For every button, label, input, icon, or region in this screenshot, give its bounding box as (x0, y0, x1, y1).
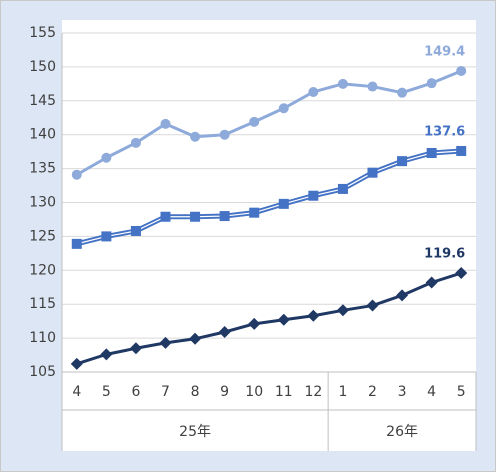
marker (219, 129, 230, 140)
value-label: 137.6 (424, 124, 465, 139)
marker (160, 118, 171, 129)
x-tick-label: 6 (131, 384, 140, 400)
group-label: 26年 (386, 424, 418, 440)
x-tick-label: 5 (457, 384, 466, 400)
marker (366, 299, 379, 312)
marker (425, 276, 438, 289)
marker (71, 238, 82, 249)
y-tick-label: 110 (29, 330, 56, 346)
marker (456, 145, 467, 156)
marker (277, 313, 290, 326)
marker (190, 211, 201, 222)
marker (278, 198, 289, 209)
marker (426, 148, 437, 159)
marker (190, 131, 201, 142)
x-tick-label: 1 (338, 384, 347, 400)
series-line (76, 69, 462, 177)
marker (308, 190, 319, 201)
x-tick-label: 12 (304, 384, 322, 400)
marker (219, 211, 230, 222)
x-tick-label: 8 (191, 384, 200, 400)
marker (397, 156, 408, 167)
marker (307, 309, 320, 322)
marker (396, 289, 409, 302)
value-label: 149.4 (424, 44, 465, 59)
y-tick-label: 130 (29, 195, 56, 211)
value-label: 119.6 (424, 247, 465, 262)
marker (278, 103, 289, 114)
marker (101, 231, 112, 242)
marker (308, 86, 319, 97)
marker (337, 183, 348, 194)
marker (101, 152, 112, 163)
x-tick-label: 11 (275, 384, 293, 400)
marker (70, 357, 83, 370)
y-tick-label: 105 (29, 364, 56, 380)
marker (455, 267, 468, 280)
y-tick-label: 150 (29, 59, 56, 75)
group-label: 25年 (179, 424, 211, 440)
marker (248, 317, 261, 330)
x-tick-label: 4 (72, 384, 81, 400)
marker (100, 348, 113, 361)
marker (337, 78, 348, 89)
y-tick-label: 140 (29, 127, 56, 143)
marker (367, 167, 378, 178)
x-tick-label: 9 (220, 384, 229, 400)
y-tick-label: 145 (29, 93, 56, 109)
marker (71, 169, 82, 180)
marker (160, 211, 171, 222)
x-tick-label: 3 (398, 384, 407, 400)
marker (397, 87, 408, 98)
x-tick-label: 2 (368, 384, 377, 400)
marker (129, 342, 142, 355)
marker (336, 304, 349, 317)
marker (130, 225, 141, 236)
x-tick-label: 4 (427, 384, 436, 400)
x-tick-label: 10 (245, 384, 263, 400)
marker (189, 332, 202, 345)
x-tick-label: 5 (102, 384, 111, 400)
marker (367, 81, 378, 92)
marker (426, 78, 437, 89)
y-tick-label: 155 (29, 25, 56, 41)
marker (130, 137, 141, 148)
marker (249, 116, 260, 127)
marker (249, 207, 260, 218)
marker (456, 65, 467, 76)
y-tick-label: 135 (29, 161, 56, 177)
marker (159, 336, 172, 349)
y-tick-label: 125 (29, 228, 56, 244)
y-tick-label: 115 (29, 296, 56, 312)
x-tick-label: 7 (161, 384, 170, 400)
marker (218, 325, 231, 338)
y-tick-label: 120 (29, 262, 56, 278)
